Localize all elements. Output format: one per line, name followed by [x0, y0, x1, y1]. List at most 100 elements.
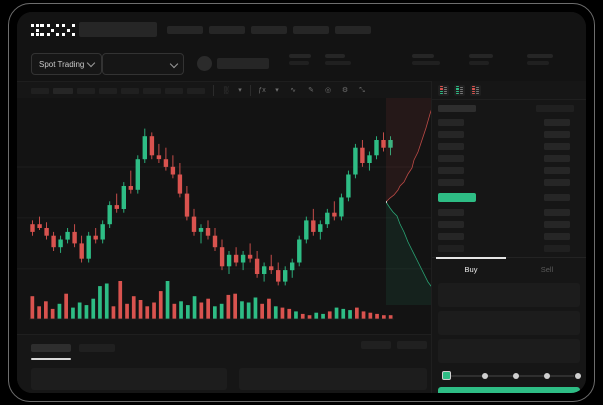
- nav-item-3[interactable]: [251, 26, 287, 34]
- orderbook-bid-price[interactable]: [438, 233, 464, 240]
- volume-histogram: [29, 281, 394, 320]
- orderbook-mode-switcher: [432, 81, 586, 100]
- stat-24h-high: [412, 54, 440, 65]
- bottom-action-2[interactable]: [397, 341, 427, 349]
- search-input[interactable]: [79, 22, 157, 37]
- fullscreen-icon[interactable]: ⤡: [359, 87, 365, 94]
- tab-sell[interactable]: Sell: [540, 265, 554, 274]
- toolbar-divider: [250, 85, 251, 96]
- order-entry-form: [432, 281, 586, 366]
- price-input[interactable]: [438, 283, 580, 307]
- orderbook-ask-amount[interactable]: [544, 167, 570, 174]
- okx-logo-icon[interactable]: [31, 24, 75, 36]
- candlestick-chart: [17, 128, 434, 286]
- orderbook-ask-price[interactable]: [438, 131, 464, 138]
- orderbook-ask-amount[interactable]: [544, 155, 570, 162]
- tab-active-indicator: [31, 358, 71, 360]
- trading-pair-name: [217, 58, 269, 69]
- stat-24h-change: [325, 54, 351, 65]
- orderbook-bid-price[interactable]: [438, 221, 464, 228]
- chevron-down-icon: [87, 58, 96, 68]
- price-chart-panel[interactable]: [17, 98, 434, 335]
- depth-chart-overlay: [386, 98, 434, 305]
- slider-stop-50[interactable]: [513, 372, 520, 379]
- orderbook-mode-asks-icon[interactable]: [470, 84, 481, 96]
- indicators-chevron-icon[interactable]: ▾: [275, 87, 279, 94]
- orderbook-ask-price[interactable]: [438, 179, 464, 186]
- slider-stop-75[interactable]: [543, 372, 550, 379]
- orderbook-mode-both-icon[interactable]: [438, 84, 449, 96]
- trading-sub-header: Spot Trading: [17, 45, 586, 81]
- total-input[interactable]: [438, 339, 580, 363]
- orderbook-bid-amount[interactable]: [544, 221, 570, 228]
- nav-item-2[interactable]: [209, 26, 245, 34]
- tab-order-history[interactable]: [79, 344, 115, 352]
- buy-tab-active-indicator: [436, 257, 506, 259]
- bottom-action-1[interactable]: [361, 341, 391, 349]
- top-navigation-bar: [17, 12, 586, 45]
- toolbar-divider: [213, 85, 214, 96]
- timeframe-8[interactable]: [187, 88, 205, 94]
- amount-input[interactable]: [438, 311, 580, 335]
- chevron-down-icon: [169, 59, 179, 69]
- orderbook-ask-price[interactable]: [438, 155, 464, 162]
- tab-buy[interactable]: Buy: [464, 265, 478, 274]
- orders-panel: [17, 334, 434, 393]
- orderbook-bid-amount[interactable]: [544, 245, 570, 252]
- slider-stop-100[interactable]: [574, 372, 581, 379]
- orderbook-header-amount: [536, 105, 574, 112]
- chart-type-chevron-icon[interactable]: ▾: [238, 87, 242, 94]
- buy-sell-tabs: Buy Sell: [432, 257, 586, 282]
- orderbook-ask-price[interactable]: [438, 167, 464, 174]
- orderbook-bid-amount[interactable]: [544, 209, 570, 216]
- timeframe-5[interactable]: [121, 88, 139, 94]
- device-frame: Spot Trading: [8, 3, 595, 402]
- timeframe-1[interactable]: [31, 88, 49, 94]
- orderbook-bid-price[interactable]: [438, 245, 464, 252]
- snapshot-camera-icon[interactable]: ◎: [324, 87, 332, 94]
- bottom-card-left[interactable]: [31, 368, 227, 390]
- stat-24h-volume: [527, 54, 553, 65]
- spot-trading-label: Spot Trading: [39, 59, 85, 69]
- orderbook-last-amount: [544, 194, 570, 201]
- drawing-pencil-icon[interactable]: ✎: [308, 87, 314, 94]
- orderbook-ask-amount[interactable]: [544, 179, 570, 186]
- orderbook-trade-panel: Buy Sell: [431, 81, 586, 393]
- orderbook-ask-price[interactable]: [438, 143, 464, 150]
- indicators-icon[interactable]: ƒx: [258, 87, 266, 94]
- orderbook-rows[interactable]: [432, 99, 586, 254]
- orderbook-ask-price[interactable]: [438, 119, 464, 126]
- orderbook-bid-amount[interactable]: [544, 233, 570, 240]
- timeframe-7[interactable]: [165, 88, 183, 94]
- candlestick-type-icon[interactable]: ░: [223, 87, 229, 94]
- orderbook-header-price: [438, 105, 476, 112]
- orderbook-ask-amount[interactable]: [544, 131, 570, 138]
- orderbook-bid-price[interactable]: [438, 209, 464, 216]
- timeframe-6[interactable]: [143, 88, 161, 94]
- orderbook-ask-amount[interactable]: [544, 143, 570, 150]
- stat-last-price: [289, 54, 311, 65]
- orderbook-mode-bids-icon[interactable]: [454, 84, 465, 96]
- timeframe-3[interactable]: [77, 88, 95, 94]
- tab-open-orders[interactable]: [31, 344, 71, 352]
- nav-item-5[interactable]: [335, 26, 371, 34]
- slider-track: [446, 375, 574, 377]
- coin-avatar: [197, 56, 212, 71]
- app-screen: Spot Trading: [17, 12, 586, 393]
- percent-slider[interactable]: [442, 371, 581, 381]
- timeframe-2[interactable]: [53, 88, 73, 94]
- spot-trading-dropdown[interactable]: Spot Trading: [31, 53, 103, 75]
- orderbook-last-price: [438, 193, 476, 202]
- slider-stop-25[interactable]: [482, 372, 489, 379]
- buy-submit-button[interactable]: [438, 387, 580, 393]
- trendline-icon[interactable]: ∿: [290, 87, 296, 94]
- orderbook-ask-amount[interactable]: [544, 119, 570, 126]
- chart-settings-icon[interactable]: ⚙: [341, 87, 349, 94]
- timeframe-4[interactable]: [99, 88, 117, 94]
- nav-item-4[interactable]: [293, 26, 329, 34]
- nav-item-1[interactable]: [167, 26, 203, 34]
- bottom-card-right[interactable]: [239, 368, 427, 390]
- slider-handle[interactable]: [442, 371, 451, 380]
- trading-pair-dropdown[interactable]: [102, 53, 184, 75]
- stat-24h-low: [469, 54, 493, 65]
